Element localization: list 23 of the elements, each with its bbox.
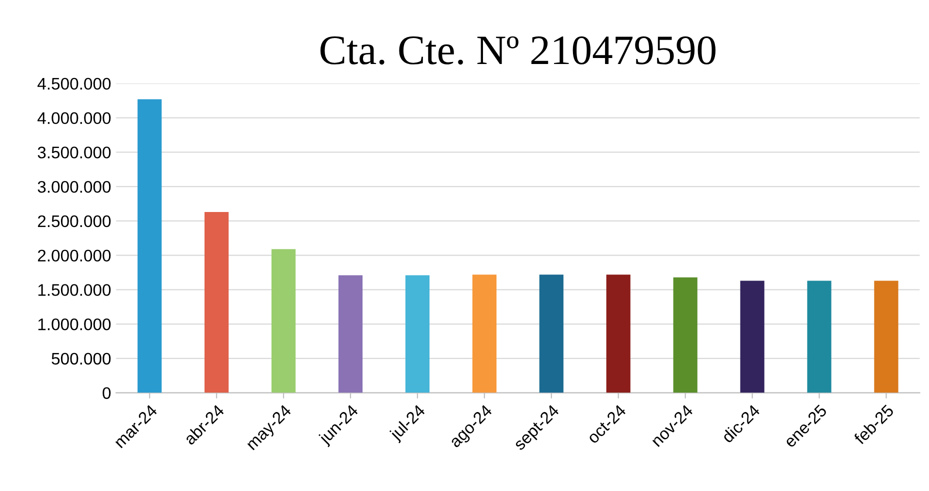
bar bbox=[874, 280, 898, 393]
bar bbox=[138, 99, 162, 393]
bar bbox=[472, 274, 496, 393]
bar bbox=[338, 275, 363, 393]
y-tick-label: 3.500.000 bbox=[38, 146, 111, 158]
y-tick-label: 4.500.000 bbox=[38, 78, 111, 90]
y-tick-label: 500.000 bbox=[52, 352, 111, 365]
bar bbox=[405, 275, 430, 393]
bar bbox=[807, 280, 832, 393]
y-tick-label: 3.000.000 bbox=[38, 180, 111, 193]
y-tick-label: 2.500.000 bbox=[38, 215, 111, 228]
y-tick-label: 2.000.000 bbox=[38, 250, 111, 262]
bar bbox=[539, 274, 564, 393]
bar bbox=[673, 277, 698, 393]
y-tick-label: 0 bbox=[102, 387, 111, 400]
bar bbox=[204, 212, 229, 393]
y-tick-label: 1.500.000 bbox=[38, 284, 111, 296]
chart-title: Cta. Cte. Nº 210479590 bbox=[320, 36, 716, 65]
y-tick-label: 4.000.000 bbox=[38, 112, 111, 124]
bar bbox=[606, 274, 630, 393]
bar bbox=[271, 249, 296, 393]
bar bbox=[740, 280, 764, 393]
y-tick-label: 1.000.000 bbox=[38, 318, 111, 330]
